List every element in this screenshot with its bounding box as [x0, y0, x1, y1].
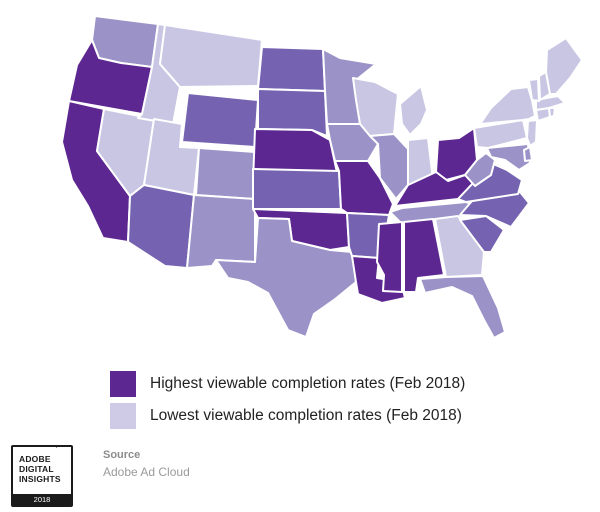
legend-swatch-highest [110, 371, 136, 397]
map-legend: Highest viewable completion rates (Feb 2… [110, 370, 465, 434]
badge-year: 2018 [13, 494, 71, 505]
legend-item-highest: Highest viewable completion rates (Feb 2… [110, 370, 465, 398]
state-md [486, 143, 531, 171]
state-ms [376, 221, 403, 293]
state-mi [399, 85, 428, 136]
state-me [545, 37, 583, 95]
state-ri [548, 107, 556, 118]
state-ks [252, 168, 342, 210]
state-ny [479, 86, 536, 125]
source-title: Source [103, 449, 141, 461]
legend-label-lowest: Lowest viewable completion rates (Feb 20… [150, 407, 462, 424]
badge-text: ADOBE DIGITAL INSIGHTS [19, 454, 61, 484]
state-al [403, 218, 445, 293]
state-nd [257, 46, 326, 92]
state-az [127, 184, 195, 269]
source-block: Source Adobe Ad Cloud [103, 449, 190, 479]
adobe-digital-insights-logo: ADOBE DIGITAL INSIGHTS 2018 [11, 445, 73, 507]
legend-label-highest: Highest viewable completion rates (Feb 2… [150, 375, 466, 392]
state-mt [159, 24, 263, 88]
legend-swatch-lowest [110, 403, 136, 429]
state-tx [215, 217, 357, 338]
us-map-svg [61, 15, 583, 339]
state-fl [419, 275, 506, 339]
source-value: Adobe Ad Cloud [103, 465, 190, 479]
state-wv [464, 152, 496, 187]
badge-line-3: INSIGHTS [19, 474, 61, 484]
badge-line-1: ADOBE [19, 454, 51, 464]
us-state-map [61, 15, 583, 339]
state-sd [257, 88, 328, 137]
state-nm [186, 194, 256, 269]
state-il [369, 133, 409, 200]
state-nj [526, 119, 538, 147]
state-de [523, 146, 533, 162]
badge-line-2: DIGITAL [19, 464, 54, 474]
state-co [195, 147, 256, 200]
state-ga [434, 215, 485, 278]
state-vt [528, 78, 540, 102]
state-wy [181, 92, 259, 148]
legend-item-lowest: Lowest viewable completion rates (Feb 20… [110, 402, 465, 430]
state-ma [535, 95, 566, 111]
